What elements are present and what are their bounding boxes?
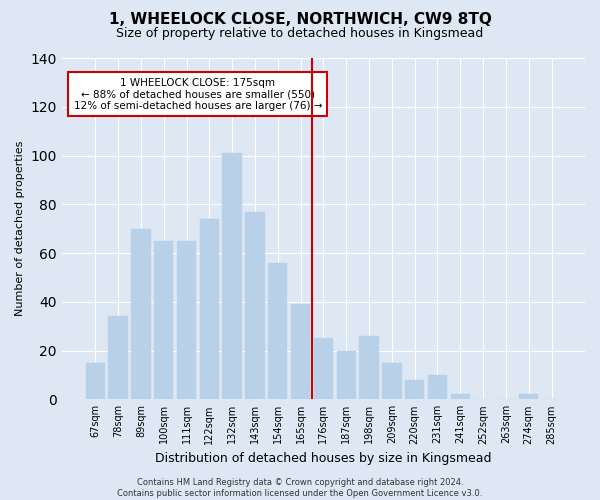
Bar <box>428 375 447 400</box>
Y-axis label: Number of detached properties: Number of detached properties <box>15 141 25 316</box>
Bar <box>268 263 287 400</box>
Text: 1 WHEELOCK CLOSE: 175sqm
← 88% of detached houses are smaller (550)
12% of semi-: 1 WHEELOCK CLOSE: 175sqm ← 88% of detach… <box>74 78 322 110</box>
Bar <box>382 362 401 400</box>
Bar <box>200 219 219 400</box>
Bar <box>451 394 470 400</box>
Bar <box>519 394 538 400</box>
Bar <box>154 241 173 400</box>
Bar <box>291 304 310 400</box>
Bar <box>131 228 151 400</box>
Bar <box>245 212 265 400</box>
Bar <box>223 153 242 400</box>
Bar <box>109 316 128 400</box>
Bar <box>314 338 333 400</box>
Text: Contains HM Land Registry data © Crown copyright and database right 2024.
Contai: Contains HM Land Registry data © Crown c… <box>118 478 482 498</box>
Bar <box>359 336 379 400</box>
X-axis label: Distribution of detached houses by size in Kingsmead: Distribution of detached houses by size … <box>155 452 491 465</box>
Text: Size of property relative to detached houses in Kingsmead: Size of property relative to detached ho… <box>116 28 484 40</box>
Text: 1, WHEELOCK CLOSE, NORTHWICH, CW9 8TQ: 1, WHEELOCK CLOSE, NORTHWICH, CW9 8TQ <box>109 12 491 28</box>
Bar <box>177 241 196 400</box>
Bar <box>337 350 356 400</box>
Bar <box>405 380 424 400</box>
Bar <box>86 362 105 400</box>
